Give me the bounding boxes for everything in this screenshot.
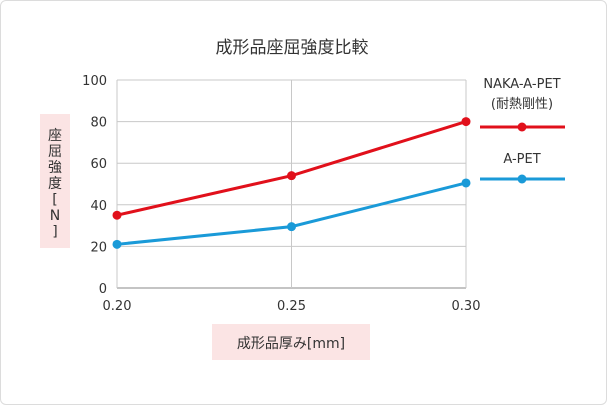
data-point xyxy=(112,239,122,249)
data-point xyxy=(461,178,471,188)
x-tick-label: 0.25 xyxy=(277,299,306,314)
x-axis-label: 成形品厚み[mm] xyxy=(212,324,370,360)
y-axis-label-box xyxy=(40,114,70,248)
legend-label: A-PET xyxy=(503,152,540,167)
data-point xyxy=(287,171,296,181)
chart-title: 成形品座屈強度比較 xyxy=(216,38,369,58)
x-tick-label: 0.30 xyxy=(452,299,481,314)
y-tick-label: 20 xyxy=(90,240,107,255)
y-axis-label-char: [ xyxy=(52,192,57,208)
y-axis-label-char: 強 xyxy=(48,160,62,176)
legend-label: (耐熱剛性) xyxy=(491,97,553,112)
legend-label: NAKA-A-PET xyxy=(483,77,560,92)
series-group xyxy=(112,117,471,249)
y-tick-label: 60 xyxy=(90,157,107,172)
x-tick-label: 0.20 xyxy=(103,299,132,314)
y-tick-label: 80 xyxy=(90,116,107,131)
y-tick-label: 40 xyxy=(90,199,107,214)
y-tick-labels: 0 20 40 60 80 100 xyxy=(82,74,107,297)
data-point xyxy=(287,222,296,232)
y-axis-label-char: 座 xyxy=(48,128,62,144)
grid xyxy=(116,79,467,289)
y-axis-label: 座屈強度[N] xyxy=(40,114,70,248)
x-tick-labels: 0.20 0.25 0.30 xyxy=(103,299,481,314)
y-axis-label-char: N xyxy=(50,208,60,224)
y-tick-label: 0 xyxy=(99,282,107,297)
data-point xyxy=(461,117,471,127)
y-axis-label-char: ] xyxy=(52,224,57,240)
y-tick-label: 100 xyxy=(82,74,107,89)
legend: NAKA-A-PET (耐熱剛性) A-PET xyxy=(480,77,565,184)
legend-marker xyxy=(517,122,527,132)
y-axis-label-char: 屈 xyxy=(48,144,62,160)
x-axis-label-box xyxy=(212,324,370,360)
legend-marker xyxy=(517,174,527,184)
data-point xyxy=(112,210,122,220)
y-axis-label-char: 度 xyxy=(48,176,62,192)
x-axis-label-text: 成形品厚み[mm] xyxy=(237,336,345,352)
